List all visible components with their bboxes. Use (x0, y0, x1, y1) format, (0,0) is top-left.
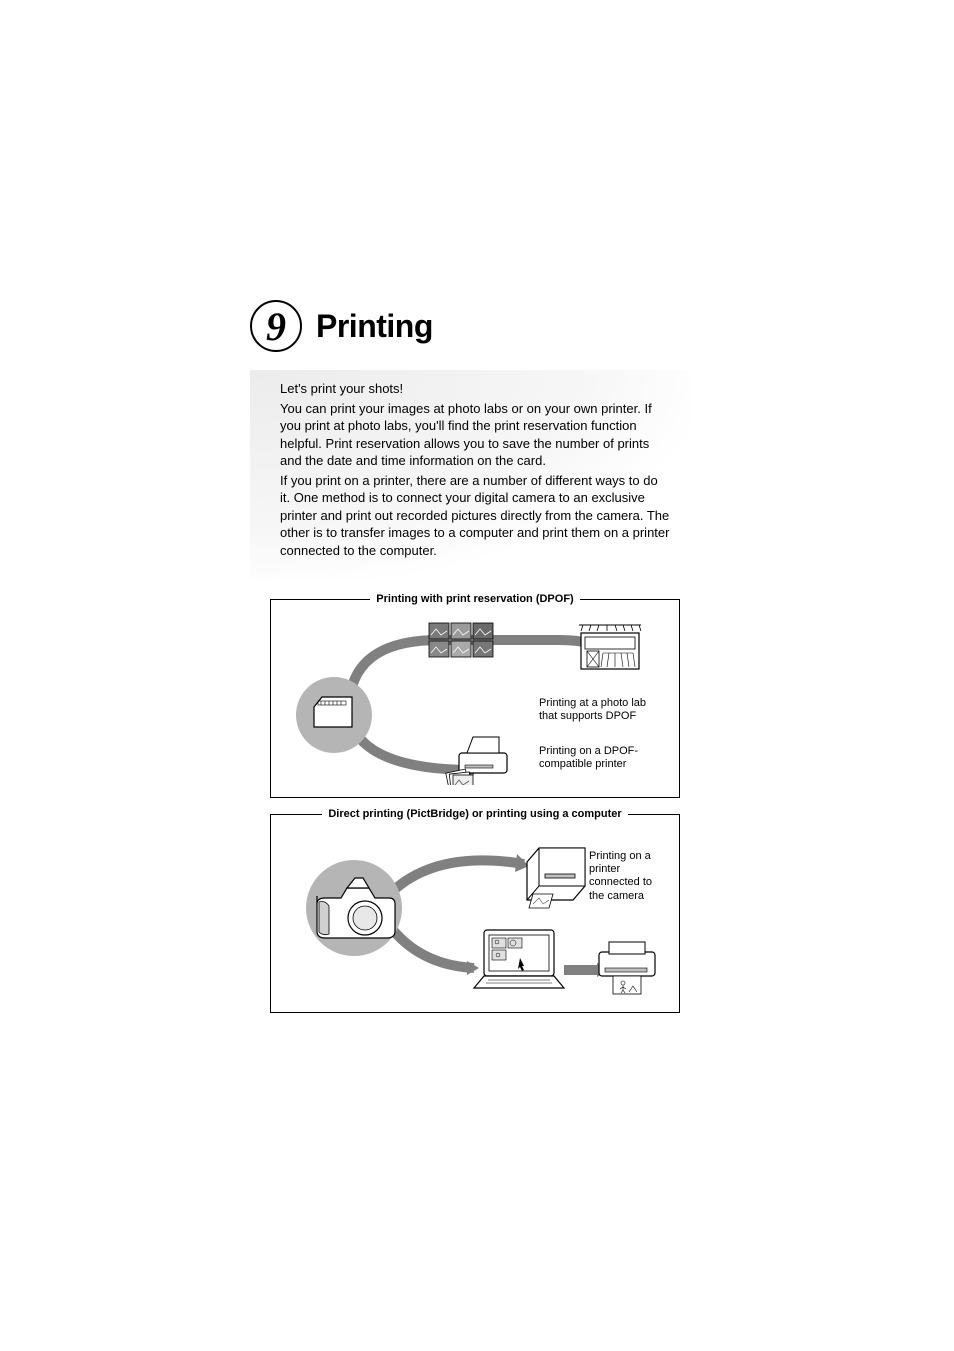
caption-lab: Printing at a photo lab that supports DP… (539, 697, 667, 723)
intro-p1: Let's print your shots! (280, 380, 670, 398)
direct-legend: Direct printing (PictBridge) or printing… (322, 808, 627, 820)
chapter-title: Printing (316, 308, 433, 345)
photo-lab-icon (579, 625, 641, 669)
inkjet-printer-icon (599, 942, 655, 994)
pictbridge-printer-icon (527, 848, 585, 908)
chapter-header: 9 Printing (250, 300, 690, 352)
intro-box: Let's print your shots! You can print yo… (250, 370, 690, 579)
dpof-diagram-box: Printing with print reservation (DPOF) (270, 593, 680, 798)
direct-diagram: Printing on a printer connected to the c… (279, 830, 671, 1000)
dpof-printer-icon (446, 737, 507, 785)
dpof-legend: Printing with print reservation (DPOF) (370, 593, 579, 605)
direct-diagram-box: Direct printing (PictBridge) or printing… (270, 808, 680, 1013)
chapter-number: 9 (266, 303, 286, 350)
caption-direct-printer: Printing on a printer connected to the c… (589, 850, 669, 900)
chapter-number-circle: 9 (250, 300, 302, 352)
diagram-container: Printing with print reservation (DPOF) (270, 593, 680, 1013)
intro-p3: If you print on a printer, there are a n… (280, 472, 670, 560)
intro-p2: You can print your images at photo labs … (280, 400, 670, 470)
dpof-diagram: Printing at a photo lab that supports DP… (279, 615, 671, 785)
laptop-icon (474, 930, 564, 988)
intro-text: Let's print your shots! You can print yo… (280, 380, 670, 559)
caption-dpof-printer: Printing on a DPOF-compatible printer (539, 745, 667, 771)
